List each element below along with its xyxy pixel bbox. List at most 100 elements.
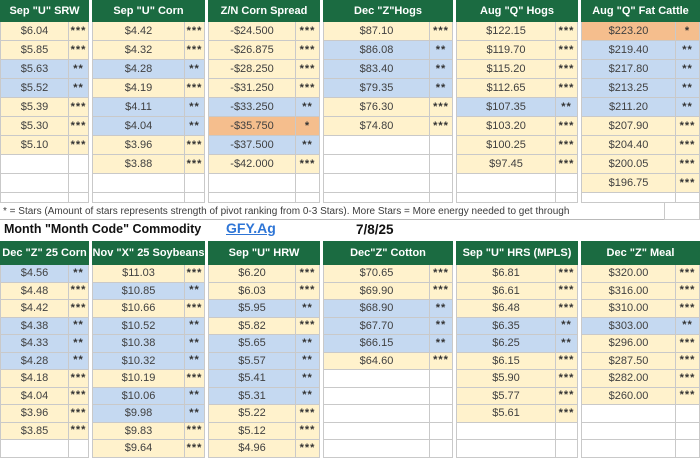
price-cell[interactable] [456, 422, 556, 440]
price-cell[interactable]: $4.33 [0, 335, 69, 353]
table-header-cell[interactable]: Aug "Q" Hogs [456, 0, 578, 22]
price-cell[interactable]: $115.20 [456, 60, 556, 79]
stars-cell[interactable]: ** [676, 317, 700, 335]
price-cell[interactable]: $5.65 [208, 335, 296, 353]
price-cell[interactable]: $68.90 [323, 300, 430, 318]
price-cell[interactable]: $3.96 [92, 136, 185, 155]
price-cell[interactable]: -$35.750 [208, 117, 296, 136]
stars-cell[interactable]: ** [185, 387, 205, 405]
price-cell[interactable] [581, 405, 676, 423]
stars-cell[interactable] [430, 174, 453, 193]
stars-cell[interactable] [430, 422, 453, 440]
stars-cell[interactable]: *** [185, 22, 205, 41]
stars-cell[interactable]: *** [69, 282, 89, 300]
stars-cell[interactable]: ** [69, 60, 89, 79]
price-cell[interactable] [208, 193, 296, 203]
stars-cell[interactable] [69, 193, 89, 203]
price-cell[interactable]: $70.65 [323, 265, 430, 283]
stars-cell[interactable] [556, 174, 578, 193]
stars-cell[interactable]: ** [69, 79, 89, 98]
price-cell[interactable]: $5.95 [208, 300, 296, 318]
price-cell[interactable]: $4.04 [0, 387, 69, 405]
stars-cell[interactable]: ** [296, 387, 320, 405]
price-cell[interactable]: $74.80 [323, 117, 430, 136]
price-cell[interactable]: $5.30 [0, 117, 69, 136]
price-cell[interactable]: $5.90 [456, 370, 556, 388]
stars-cell[interactable] [69, 174, 89, 193]
stars-cell[interactable] [69, 440, 89, 458]
price-cell[interactable] [581, 422, 676, 440]
stars-cell[interactable]: *** [296, 440, 320, 458]
stars-cell[interactable]: ** [676, 98, 700, 117]
price-cell[interactable]: $86.08 [323, 41, 430, 60]
price-cell[interactable]: $196.75 [581, 174, 676, 193]
stars-cell[interactable]: *** [185, 440, 205, 458]
stars-cell[interactable] [296, 193, 320, 203]
price-cell[interactable]: $6.20 [208, 265, 296, 283]
stars-cell[interactable]: *** [296, 422, 320, 440]
stars-cell[interactable] [556, 193, 578, 203]
price-cell[interactable]: $204.40 [581, 136, 676, 155]
stars-cell[interactable]: *** [296, 405, 320, 423]
price-cell[interactable] [208, 174, 296, 193]
stars-cell[interactable] [430, 136, 453, 155]
stars-cell[interactable]: *** [676, 155, 700, 174]
stars-cell[interactable]: ** [185, 317, 205, 335]
stars-cell[interactable]: *** [676, 300, 700, 318]
price-cell[interactable]: $223.20 [581, 22, 676, 41]
price-cell[interactable]: $6.48 [456, 300, 556, 318]
price-cell[interactable]: $4.42 [0, 300, 69, 318]
stars-cell[interactable]: ** [185, 60, 205, 79]
price-cell[interactable]: $207.90 [581, 117, 676, 136]
stars-cell[interactable]: *** [430, 265, 453, 283]
price-cell[interactable]: -$26.875 [208, 41, 296, 60]
stars-cell[interactable]: *** [556, 155, 578, 174]
stars-cell[interactable]: *** [185, 79, 205, 98]
price-cell[interactable] [92, 193, 185, 203]
stars-cell[interactable]: ** [430, 300, 453, 318]
stars-cell[interactable]: ** [185, 335, 205, 353]
stars-cell[interactable]: *** [185, 265, 205, 283]
price-cell[interactable]: $9.83 [92, 422, 185, 440]
price-cell[interactable]: $211.20 [581, 98, 676, 117]
stars-cell[interactable] [676, 422, 700, 440]
price-cell[interactable]: $287.50 [581, 352, 676, 370]
price-cell[interactable]: $100.25 [456, 136, 556, 155]
table-header-cell[interactable]: Dec"Z" Cotton [323, 241, 453, 265]
price-cell[interactable]: $5.77 [456, 387, 556, 405]
price-cell[interactable]: $219.40 [581, 41, 676, 60]
stars-cell[interactable] [430, 440, 453, 458]
price-cell[interactable]: $107.35 [456, 98, 556, 117]
price-cell[interactable]: $83.40 [323, 60, 430, 79]
table-header-cell[interactable]: Aug "Q" Fat Cattle [581, 0, 700, 22]
stars-cell[interactable]: *** [676, 136, 700, 155]
stars-cell[interactable]: *** [676, 352, 700, 370]
price-cell[interactable]: $5.52 [0, 79, 69, 98]
price-cell[interactable] [92, 174, 185, 193]
stars-cell[interactable] [430, 387, 453, 405]
price-cell[interactable]: $6.35 [456, 317, 556, 335]
stars-cell[interactable]: *** [69, 98, 89, 117]
stars-cell[interactable]: *** [430, 117, 453, 136]
price-cell[interactable]: $3.88 [92, 155, 185, 174]
price-cell[interactable]: $4.48 [0, 282, 69, 300]
stars-cell[interactable]: *** [69, 300, 89, 318]
stars-cell[interactable] [676, 440, 700, 458]
stars-cell[interactable] [556, 422, 578, 440]
stars-cell[interactable]: ** [296, 136, 320, 155]
stars-cell[interactable]: *** [296, 79, 320, 98]
stars-cell[interactable]: *** [185, 370, 205, 388]
price-cell[interactable]: $4.38 [0, 317, 69, 335]
gfy-ag-link[interactable]: GFY.Ag [226, 220, 276, 236]
price-cell[interactable]: $200.05 [581, 155, 676, 174]
stars-cell[interactable]: *** [676, 174, 700, 193]
stars-cell[interactable]: *** [556, 405, 578, 423]
stars-cell[interactable]: *** [676, 265, 700, 283]
price-cell[interactable]: $4.96 [208, 440, 296, 458]
price-cell[interactable] [581, 440, 676, 458]
stars-cell[interactable]: ** [185, 352, 205, 370]
table-header-cell[interactable]: Sep "U" Corn [92, 0, 205, 22]
price-cell[interactable]: -$31.250 [208, 79, 296, 98]
price-cell[interactable]: $5.10 [0, 136, 69, 155]
price-cell[interactable]: $5.41 [208, 370, 296, 388]
